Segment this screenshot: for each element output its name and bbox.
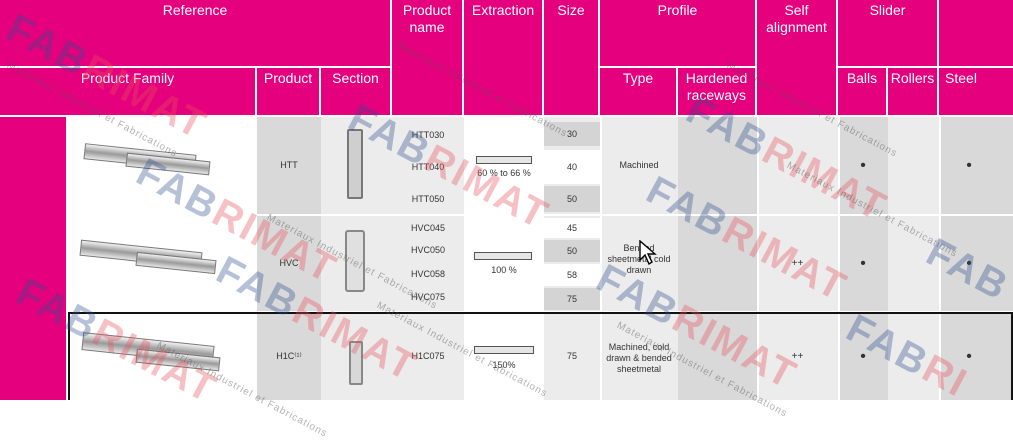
h1c-product: H1C⁽¹⁾ (276, 351, 302, 361)
header-product-family: Product Family (0, 68, 257, 117)
htt-product: HTT (280, 160, 298, 170)
type-column-bg (600, 117, 678, 400)
h1c-name-1: H1C075 (411, 351, 445, 361)
header-balls: Balls (838, 68, 888, 117)
name-column-bg (392, 117, 464, 400)
header-extraction: Extraction (464, 0, 544, 117)
header-product-name: Product name (392, 0, 464, 117)
header-reference-label: Reference (162, 2, 228, 18)
header-steel-label: Steel (945, 70, 977, 86)
hvc-steel: • (966, 255, 972, 272)
hvc-name-1: HVC045 (410, 222, 446, 233)
hvc-name-3: HVC058 (410, 268, 446, 279)
product-column-bg (257, 117, 321, 400)
family-strip (0, 117, 66, 400)
htt-size-1: 30 (544, 122, 600, 146)
htt-extraction: 60 % to 66 % (477, 167, 531, 178)
header-rollers-label: Rollers (890, 70, 935, 86)
htt-name-3: HTT050 (411, 193, 445, 204)
hvc-self-alignment: ++ (791, 258, 804, 269)
header-blank (939, 0, 1013, 68)
htt-steel: • (966, 157, 972, 174)
hvc-product-image (66, 216, 257, 311)
htt-size-3: 50 (544, 186, 600, 212)
hvc-extraction: 100 % (491, 264, 517, 275)
hvc-size-2: 50 (544, 240, 600, 262)
header-self-alignment: Self alignment (757, 0, 838, 117)
alignment-column-bg (757, 117, 838, 400)
header-self-alignment-label: Self alignment (766, 2, 827, 35)
h1c-product-image (66, 313, 257, 400)
header-size-label: Size (557, 2, 585, 18)
col-separator (757, 117, 759, 400)
header-slider-label: Slider (869, 2, 906, 18)
htt-extraction-icon (476, 156, 532, 164)
hvc-extraction-icon (474, 252, 532, 260)
steel-column-bg (939, 117, 1013, 400)
header-profile-label: Profile (657, 2, 698, 18)
header-slider: Slider (838, 0, 939, 68)
header-section-label: Section (332, 70, 379, 86)
hvc-size-4: 75 (544, 288, 600, 310)
highlight-row-frame (68, 312, 1013, 400)
header-product-label: Product (263, 70, 313, 86)
h1c-self-alignment: ++ (791, 351, 804, 362)
hvc-name-4: HVC075 (410, 291, 446, 302)
rollers-column-bg (888, 117, 939, 400)
h1c-type: Machined, cold drawn & bended sheetmetal (606, 341, 672, 374)
header-product-name-label: Product name (402, 2, 452, 35)
header-steel: Steel (939, 68, 1013, 117)
htt-balls: • (860, 157, 866, 174)
header-reference: Reference (0, 0, 392, 68)
header-hardened-raceways: Hardened raceways (678, 68, 757, 117)
header-type-label: Type (622, 70, 654, 86)
header-profile: Profile (600, 0, 757, 68)
hvc-name-2: HVC050 (410, 244, 446, 255)
col-separator (838, 117, 840, 400)
h1c-section-icon (321, 313, 392, 400)
htt-size-2: 40 (544, 150, 600, 184)
hvc-size-3: 58 (544, 264, 600, 286)
header-balls-label: Balls (846, 70, 878, 86)
hvc-balls: • (860, 255, 866, 272)
header-extraction-label: Extraction (471, 2, 535, 18)
col-separator (464, 117, 466, 400)
header-size: Size (544, 0, 600, 117)
hvc-size-1: 45 (544, 218, 600, 238)
h1c-extraction: 150% (492, 359, 516, 370)
hvc-product: HVC (279, 258, 299, 268)
header-type: Type (600, 68, 678, 117)
h1c-balls: • (860, 348, 866, 365)
hardened-column-bg (678, 117, 757, 400)
htt-type: Machined (619, 160, 659, 170)
htt-name-2: HTT040 (411, 161, 445, 172)
col-separator (939, 117, 941, 400)
header-product: Product (257, 68, 321, 117)
htt-section-icon (321, 117, 392, 214)
hvc-section-icon (321, 216, 392, 311)
htt-name-1: HTT030 (411, 129, 445, 140)
header-section: Section (321, 68, 392, 117)
col-separator (600, 117, 602, 400)
h1c-size-1: 75 (566, 351, 577, 361)
balls-column-bg (838, 117, 888, 400)
hvc-type: Bended sheetmetal cold drawn (607, 242, 671, 275)
htt-product-image (66, 117, 257, 214)
cursor-arrow-icon (639, 240, 657, 266)
row-separator (66, 214, 1013, 216)
header-product-family-label: Product Family (80, 70, 175, 86)
header-hardened-raceways-label: Hardened raceways (685, 70, 748, 103)
h1c-steel: • (966, 348, 972, 365)
h1c-extraction-icon (474, 346, 534, 354)
header-rollers: Rollers (888, 68, 939, 117)
